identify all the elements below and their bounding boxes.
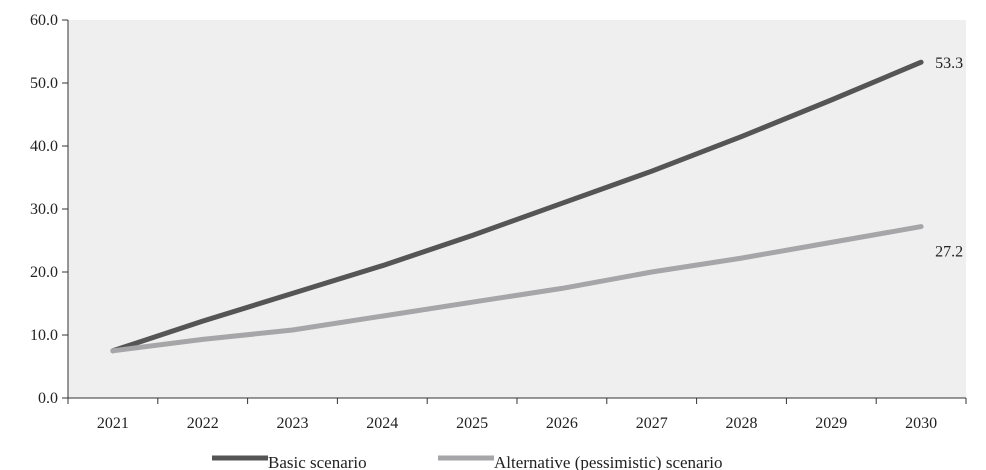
x-tick-label: 2028 [726, 415, 758, 432]
x-tick-label: 2030 [905, 415, 937, 432]
x-tick-label: 2022 [187, 415, 219, 432]
end-value-label: 53.3 [935, 55, 963, 72]
legend-label: Alternative (pessimistic) scenario [494, 453, 722, 470]
x-tick-label: 2025 [456, 415, 488, 432]
series-line-1 [110, 224, 924, 354]
x-tick-label: 2023 [277, 415, 309, 432]
x-tick-label: 2029 [815, 415, 847, 432]
x-tick-label: 2027 [636, 415, 668, 432]
legend-label: Basic scenario [268, 453, 367, 470]
y-tick-label: 60.0 [30, 12, 58, 29]
series-line-0 [110, 59, 924, 354]
y-tick-label: 20.0 [30, 264, 58, 281]
x-tick-label: 2026 [546, 415, 578, 432]
end-value-label: 27.2 [935, 244, 963, 261]
y-tick-label: 40.0 [30, 138, 58, 155]
x-tick-label: 2024 [366, 415, 398, 432]
axes: 0.0 10.0 20.0 30.0 40.0 50.0 60.0 2021 2022 2023 2… [30, 12, 967, 432]
x-tick-label: 2021 [97, 415, 129, 432]
y-tick-label: 30.0 [30, 201, 58, 218]
y-tick-label: 10.0 [30, 327, 58, 344]
y-tick-label: 50.0 [30, 75, 58, 92]
labels: 53.3 27.2 [935, 55, 963, 260]
series-lines [110, 59, 924, 354]
y-tick-label: 0.0 [38, 390, 58, 407]
plot-area [68, 20, 966, 398]
legend: Basic scenario Alternative (pessimistic) … [212, 453, 722, 470]
